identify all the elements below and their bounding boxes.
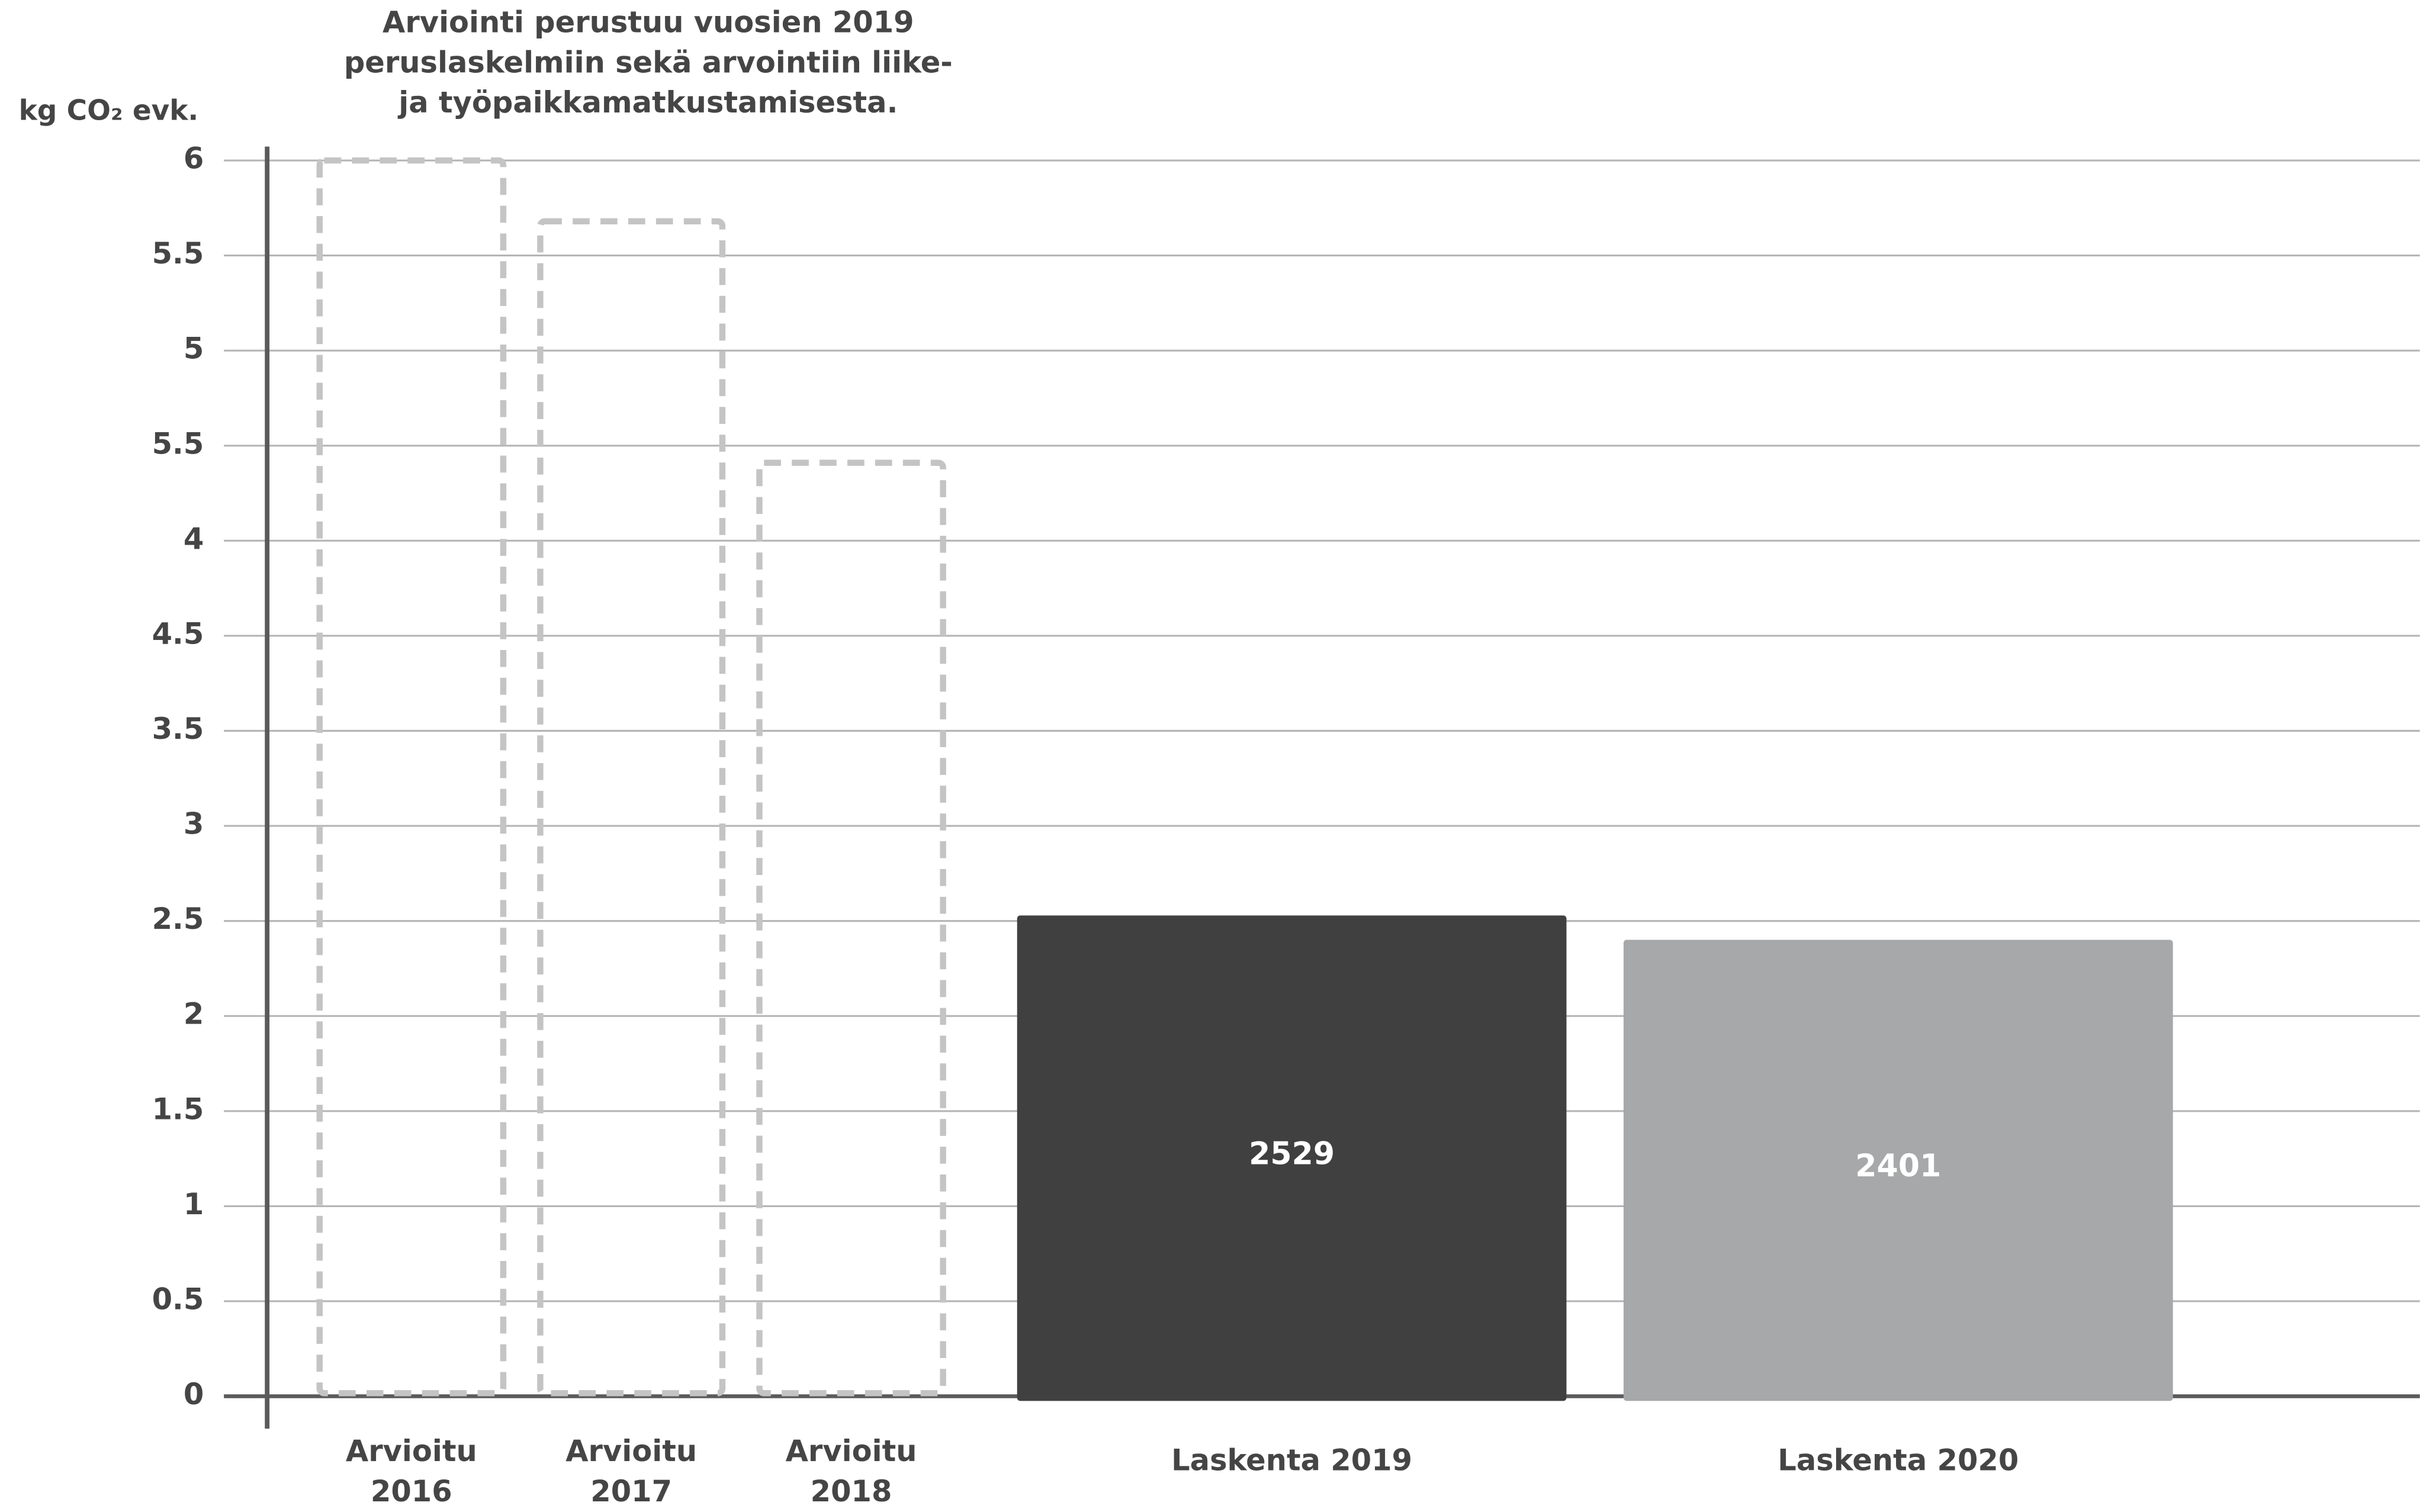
x-tick-label: Laskenta 2019 [1171, 1444, 1413, 1478]
x-tick-label: Laskenta 2020 [1778, 1444, 2019, 1478]
bar [1017, 915, 1567, 1401]
y-tick-label: 4 [184, 522, 204, 556]
y-tick-label: 5.5 [152, 426, 204, 461]
x-tick-label-box: Laskenta 2020 [1778, 1444, 2019, 1478]
y-tick-label: 3.5 [152, 712, 204, 746]
estimated-bar [537, 218, 726, 1397]
y-tick-label: 2 [184, 997, 204, 1031]
x-tick-label: Arvioitu 2018 [785, 1434, 917, 1509]
x-tick-label-box: Arvioitu 2018 [785, 1434, 917, 1509]
y-tick-label: 5 [184, 332, 204, 366]
y-tick-label: 0.5 [152, 1282, 204, 1316]
x-tick-label-box: Arvioitu 2017 [565, 1434, 698, 1509]
estimated-bar [756, 459, 946, 1397]
y-tick-label: 1.5 [152, 1092, 204, 1126]
y-tick-label: 0 [184, 1377, 204, 1411]
x-tick-label-box: Arvioitu 2016 [345, 1434, 477, 1509]
y-tick-label: 2.5 [152, 902, 204, 936]
x-tick-label: Arvioitu 2017 [565, 1434, 698, 1509]
x-tick-label: Arvioitu 2016 [345, 1434, 477, 1509]
annotation-box: Arviointi perustuu vuosien 2019 peruslas… [343, 6, 953, 121]
x-tick-label-box: Laskenta 2019 [1171, 1444, 1413, 1478]
value-label: 2529 [1249, 1136, 1335, 1172]
value-label: 2401 [1855, 1149, 1941, 1184]
y-tick-label: 5.5 [152, 236, 204, 271]
y-tick-label: 6 [184, 141, 204, 176]
y-axis-label: kg CO₂ evk. [19, 95, 199, 127]
estimated-bar [316, 157, 507, 1397]
annotation: Arviointi perustuu vuosien 2019 peruslas… [343, 6, 953, 121]
y-tick-label: 1 [184, 1187, 204, 1221]
y-tick-label: 3 [184, 807, 204, 841]
y-tick-label: 4.5 [152, 616, 204, 651]
bar [1623, 940, 2173, 1401]
